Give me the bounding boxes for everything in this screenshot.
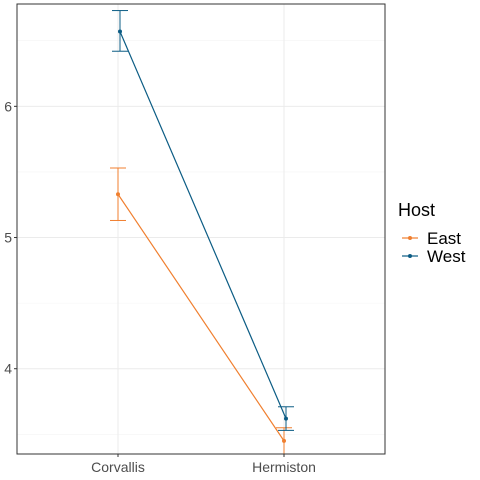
data-point-east (282, 438, 286, 443)
y-tick-label: 4 (4, 361, 12, 377)
x-tick-label: Corvallis (91, 459, 145, 475)
legend-key-point (408, 254, 412, 258)
legend-title: Host (398, 200, 435, 220)
legend-item-west: West (402, 247, 466, 266)
legend-label: West (427, 247, 466, 266)
series-east (110, 167, 292, 455)
series-layer (110, 10, 294, 455)
data-point-east (116, 192, 120, 197)
series-line-east (117, 193, 285, 442)
y-tick-label: 5 (4, 230, 12, 246)
series-line-west (119, 31, 287, 419)
gridlines (17, 4, 385, 454)
x-axis: Corvallis Hermiston (91, 454, 316, 475)
panel-border (16, 3, 386, 455)
x-tick-label: Hermiston (252, 459, 316, 475)
y-axis: 4 5 6 (4, 98, 17, 377)
data-point-west (118, 29, 122, 34)
series-west (112, 10, 294, 431)
legend-label: East (427, 229, 461, 248)
y-tick-label: 6 (4, 98, 12, 114)
legend-key-point (408, 236, 412, 240)
data-point-west (284, 416, 288, 421)
legend-item-east: East (402, 229, 461, 248)
